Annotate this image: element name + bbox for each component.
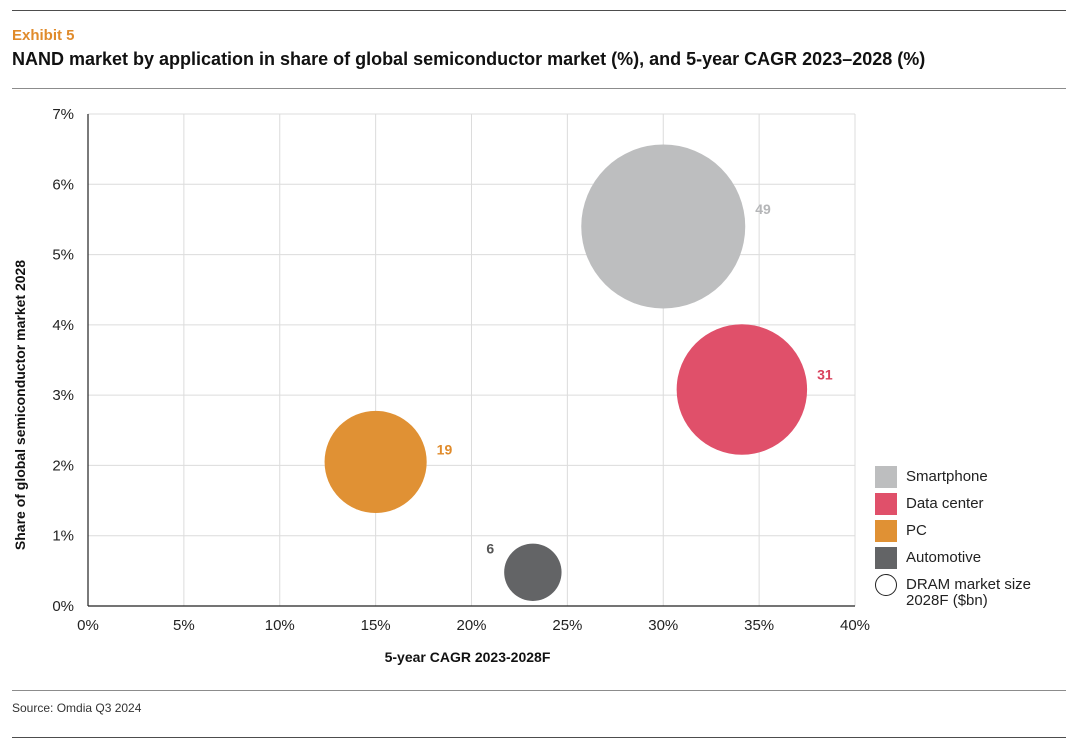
x-tick-label: 40%: [840, 617, 870, 634]
legend-swatch-automotive: [875, 547, 897, 569]
tick-labels: 0% 1% 2% 3% 4% 5% 6% 7% 0% 5% 10% 15% 20% 25% 30% 35% 40…: [52, 106, 870, 634]
legend-swatch-smartphone: [875, 466, 897, 488]
data-label-smartphone: 49: [755, 201, 771, 217]
y-axis-label: Share of global semiconductor market 202…: [12, 260, 28, 550]
legend: Smartphone Data center PC Automotive DRA…: [875, 466, 1056, 614]
legend-item-pc: PC: [875, 520, 1056, 547]
x-tick-label: 30%: [648, 617, 678, 634]
legend-size-label: DRAM market size 2028F ($bn): [906, 576, 1032, 609]
top-rule: [12, 10, 1066, 11]
legend-swatch-pc: [875, 520, 897, 542]
title-rule: [12, 88, 1066, 89]
bubble-chart: 0% 1% 2% 3% 4% 5% 6% 7% 0% 5% 10% 15% 20% 25% 30% 35% 40…: [12, 106, 870, 665]
legend-item-smartphone: Smartphone: [875, 466, 1056, 493]
data-labels: 49 31 19 6: [437, 201, 833, 556]
circle-size-icon: [875, 574, 897, 596]
chart-title: NAND market by application in share of g…: [12, 49, 926, 69]
y-tick-label: 0%: [52, 598, 74, 615]
exhibit-number: Exhibit 5: [12, 27, 75, 44]
legend-item-automotive: Automotive: [875, 547, 1056, 574]
data-label-automotive: 6: [486, 541, 494, 557]
x-axis-label: 5-year CAGR 2023-2028F: [385, 649, 551, 665]
source-rule: [12, 690, 1066, 691]
x-tick-label: 0%: [77, 617, 99, 634]
y-tick-label: 3%: [52, 387, 74, 404]
y-tick-label: 2%: [52, 457, 74, 474]
y-tick-label: 5%: [52, 247, 74, 264]
y-tick-label: 1%: [52, 528, 74, 545]
data-label-pc: 19: [437, 441, 453, 457]
x-tick-label: 20%: [456, 617, 486, 634]
x-tick-label: 5%: [173, 617, 195, 634]
x-tick-label: 15%: [361, 617, 391, 634]
x-tick-label: 10%: [265, 617, 295, 634]
y-tick-label: 4%: [52, 317, 74, 334]
y-tick-label: 7%: [52, 106, 74, 123]
x-tick-label: 35%: [744, 617, 774, 634]
legend-label: Smartphone: [906, 468, 988, 485]
bubble-pc: [324, 410, 427, 513]
bubble-automotive: [504, 543, 562, 601]
bubble-data-center: [676, 324, 808, 455]
legend-label: PC: [906, 522, 927, 539]
legend-item-data-center: Data center: [875, 493, 1056, 520]
y-tick-label: 6%: [52, 176, 74, 193]
bottom-rule: [12, 737, 1066, 738]
legend-item-size: DRAM market size 2028F ($bn): [875, 574, 1056, 614]
x-tick-label: 25%: [552, 617, 582, 634]
bubbles: [324, 144, 808, 601]
axes: [87, 114, 855, 607]
legend-label: Automotive: [906, 549, 982, 566]
legend-swatch-data-center: [875, 493, 897, 515]
source-note: Source: Omdia Q3 2024: [12, 701, 142, 715]
data-label-data-center: 31: [817, 367, 833, 383]
bubble-smartphone: [581, 144, 746, 309]
legend-label: Data center: [906, 495, 984, 512]
